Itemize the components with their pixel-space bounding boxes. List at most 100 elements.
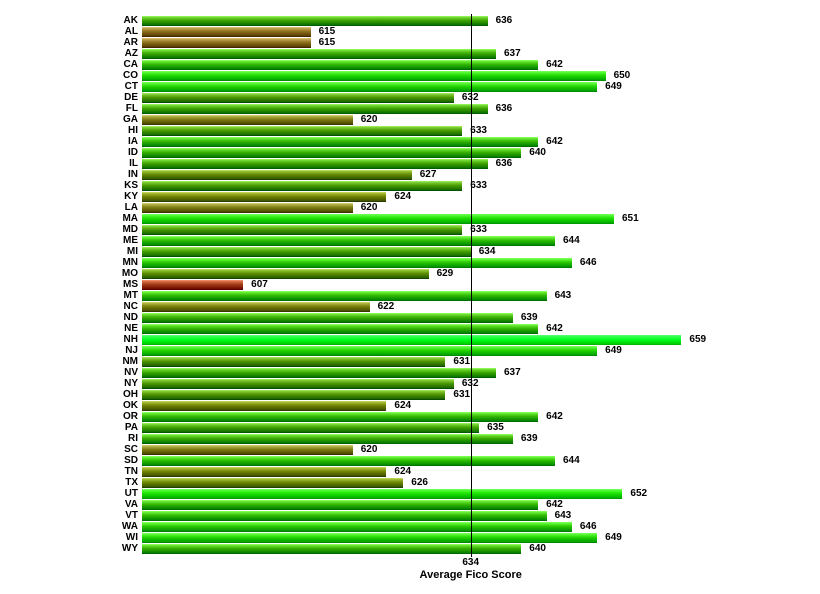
- bar-row-tn: TN624: [142, 467, 820, 477]
- bar-row-va: VA642: [142, 500, 820, 510]
- average-line: [471, 14, 472, 557]
- value-label: 627: [420, 170, 437, 180]
- bar: [142, 423, 479, 433]
- bar: [142, 203, 353, 213]
- bar-row-ok: OK624: [142, 401, 820, 411]
- state-label: KS: [124, 181, 142, 191]
- state-label: VT: [125, 511, 142, 521]
- value-label: 631: [453, 357, 470, 367]
- bar-row-md: MD633: [142, 225, 820, 235]
- bar: [142, 533, 597, 543]
- state-label: ME: [123, 236, 142, 246]
- value-label: 646: [580, 258, 597, 268]
- state-label: NH: [124, 335, 142, 345]
- bar: [142, 434, 513, 444]
- state-label: NJ: [125, 346, 142, 356]
- bar: [142, 302, 370, 312]
- bar-row-ri: RI639: [142, 434, 820, 444]
- state-label: MI: [127, 247, 142, 257]
- bar-row-pa: PA635: [142, 423, 820, 433]
- bar-row-ar: AR615: [142, 38, 820, 48]
- state-label: MO: [122, 269, 142, 279]
- chart-stage: AK636AL615AR615AZ637CA642CO650CT649DE632…: [0, 0, 820, 594]
- value-label: 642: [546, 412, 563, 422]
- state-label: OK: [123, 401, 142, 411]
- state-label: RI: [128, 434, 142, 444]
- bar-row-sd: SD644: [142, 456, 820, 466]
- bar-row-ny: NY632: [142, 379, 820, 389]
- state-label: MT: [124, 291, 142, 301]
- bar: [142, 71, 606, 81]
- value-label: 620: [361, 203, 378, 213]
- value-label: 631: [453, 390, 470, 400]
- bar-row-hi: HI633: [142, 126, 820, 136]
- bar-row-or: OR642: [142, 412, 820, 422]
- value-label: 644: [563, 456, 580, 466]
- state-label: NV: [124, 368, 142, 378]
- state-label: AL: [125, 27, 142, 37]
- value-label: 607: [251, 280, 268, 290]
- value-label: 649: [605, 346, 622, 356]
- bar: [142, 104, 488, 114]
- state-label: WA: [122, 522, 142, 532]
- state-label: GA: [123, 115, 142, 125]
- bar: [142, 115, 353, 125]
- value-label: 635: [487, 423, 504, 433]
- state-label: CT: [125, 82, 142, 92]
- bar: [142, 214, 614, 224]
- bar: [142, 489, 622, 499]
- value-label: 622: [378, 302, 395, 312]
- average-value-label: 634: [462, 557, 479, 568]
- bar: [142, 313, 513, 323]
- bar-row-nm: NM631: [142, 357, 820, 367]
- value-label: 646: [580, 522, 597, 532]
- bar-row-ia: IA642: [142, 137, 820, 147]
- bar: [142, 522, 572, 532]
- bar-row-mo: MO629: [142, 269, 820, 279]
- value-label: 633: [470, 181, 487, 191]
- value-label: 636: [496, 16, 513, 26]
- bar-row-in: IN627: [142, 170, 820, 180]
- value-label: 615: [319, 38, 336, 48]
- state-label: UT: [125, 489, 142, 499]
- value-label: 640: [529, 544, 546, 554]
- bar-row-oh: OH631: [142, 390, 820, 400]
- bar: [142, 60, 538, 70]
- bar-row-tx: TX626: [142, 478, 820, 488]
- bar: [142, 500, 538, 510]
- value-label: 633: [470, 126, 487, 136]
- x-axis-label: Average Fico Score: [420, 569, 522, 581]
- value-label: 634: [479, 247, 496, 257]
- state-label: FL: [126, 104, 142, 114]
- bar: [142, 225, 462, 235]
- bar-row-la: LA620: [142, 203, 820, 213]
- bar-row-wi: WI649: [142, 533, 820, 543]
- bar-row-nh: NH659: [142, 335, 820, 345]
- state-label: OR: [123, 412, 142, 422]
- bar-row-wy: WY640: [142, 544, 820, 554]
- value-label: 640: [529, 148, 546, 158]
- value-label: 643: [555, 291, 572, 301]
- value-label: 650: [614, 71, 631, 81]
- value-label: 642: [546, 60, 563, 70]
- bar: [142, 401, 386, 411]
- bar: [142, 291, 547, 301]
- bar: [142, 357, 445, 367]
- value-label: 642: [546, 500, 563, 510]
- value-label: 649: [605, 533, 622, 543]
- value-label: 639: [521, 434, 538, 444]
- bar: [142, 346, 597, 356]
- bar: [142, 412, 538, 422]
- state-label: TX: [125, 478, 142, 488]
- state-label: SD: [124, 456, 142, 466]
- bar: [142, 511, 547, 521]
- bar: [142, 170, 412, 180]
- state-label: IA: [128, 137, 142, 147]
- bar-row-ct: CT649: [142, 82, 820, 92]
- value-label: 643: [555, 511, 572, 521]
- bar: [142, 456, 555, 466]
- state-label: MA: [122, 214, 142, 224]
- value-label: 624: [394, 192, 411, 202]
- bar: [142, 379, 454, 389]
- state-label: LA: [125, 203, 142, 213]
